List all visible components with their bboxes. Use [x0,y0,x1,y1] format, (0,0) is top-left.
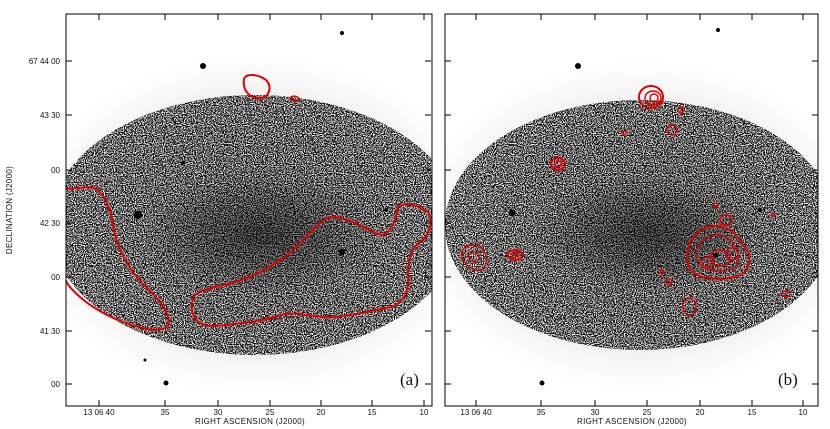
x-tick-label: 30 [591,408,600,417]
contour-b-left-source [550,157,566,171]
y-tick-label: 42 30 [40,219,61,228]
panel-a-image [66,14,432,406]
panel-a-y-tick-labels: 67 44 00 43 30 00 42 30 00 41 30 00 [29,57,61,389]
panel-b-image [445,14,818,406]
contour-a-top [242,74,271,100]
x-tick-label: 30 [214,408,223,417]
panel-b-x-tick-labels: 13 06 40 35 30 25 20 15 10 [460,408,808,417]
panel-a-x-tick-labels: 13 06 40 35 30 25 20 15 10 [83,408,429,417]
panel-b-frame [444,13,819,407]
contour-b-east-complex [659,202,791,317]
panel-a-frame [65,13,433,407]
x-tick-label: 13 06 40 [83,408,115,417]
x-tick-label: 20 [696,408,705,417]
y-axis-title: DECLINATION (J2000) [5,166,14,254]
x-tick-label: 25 [266,408,275,417]
panel-a-ticks [66,14,431,406]
y-tick-label: 67 44 00 [29,57,61,66]
x-axis-title: RIGHT ASCENSION (J2000) [195,417,305,426]
contour-b-west-group [461,243,523,272]
x-tick-label: 25 [643,408,652,417]
x-tick-label: 15 [748,408,757,417]
y-tick-label: 43 30 [40,111,61,120]
panel-a: 67 44 00 43 30 00 42 30 00 41 30 00 13 0… [29,13,433,426]
y-tick-label: 41 30 [40,327,61,336]
x-tick-label: 15 [368,408,377,417]
contour-a-top-small [289,95,300,102]
x-tick-label: 13 06 40 [460,408,492,417]
x-tick-label: 35 [537,408,546,417]
panel-b-ticks [445,14,818,406]
y-tick-label: 00 [51,166,60,175]
contour-b-top-cluster [621,85,685,136]
x-tick-label: 10 [420,408,429,417]
x-axis-title: RIGHT ASCENSION (J2000) [577,417,687,426]
contour-a-right [190,203,432,328]
y-tick-label: 00 [51,380,60,389]
panel-b: 13 06 40 35 30 25 20 15 10 RIGHT ASCENSI… [444,13,819,426]
y-tick-label: 00 [51,273,60,282]
x-tick-label: 10 [799,408,808,417]
panel-label: (a) [400,370,419,389]
x-tick-label: 35 [161,408,170,417]
panel-label: (b) [778,370,798,389]
x-tick-label: 20 [317,408,326,417]
contour-a-left [66,186,170,331]
